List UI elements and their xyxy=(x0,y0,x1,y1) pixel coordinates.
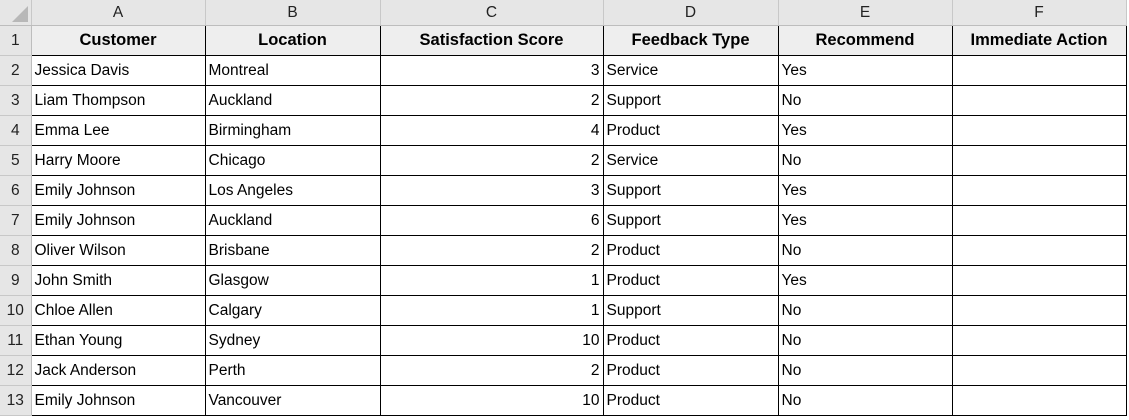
row-header[interactable]: 11 xyxy=(0,325,32,356)
row-header[interactable]: 4 xyxy=(0,115,32,146)
cell[interactable]: 2 xyxy=(379,355,604,386)
row-header[interactable]: 3 xyxy=(0,85,32,116)
cell[interactable]: John Smith xyxy=(30,265,206,296)
cell[interactable]: Chicago xyxy=(204,145,381,176)
cell[interactable]: Emily Johnson xyxy=(30,385,206,416)
select-all-button[interactable] xyxy=(0,0,32,26)
cell[interactable]: Montreal xyxy=(204,55,381,86)
cell[interactable]: 2 xyxy=(379,145,604,176)
cell[interactable]: Auckland xyxy=(204,85,381,116)
cell[interactable] xyxy=(951,205,1127,236)
column-header-E[interactable]: E xyxy=(778,0,953,26)
row-header[interactable]: 2 xyxy=(0,55,32,86)
cell[interactable]: Perth xyxy=(204,355,381,386)
cell[interactable]: 10 xyxy=(379,385,604,416)
cell[interactable]: Liam Thompson xyxy=(30,85,206,116)
cell[interactable]: Service xyxy=(602,145,779,176)
header-cell[interactable]: Recommend xyxy=(777,25,953,56)
cell[interactable]: 1 xyxy=(379,295,604,326)
cell[interactable]: Yes xyxy=(777,55,953,86)
cell[interactable]: Product xyxy=(602,265,779,296)
cell[interactable]: 2 xyxy=(379,235,604,266)
cell[interactable] xyxy=(951,265,1127,296)
cell[interactable] xyxy=(951,55,1127,86)
cell[interactable]: 2 xyxy=(379,85,604,116)
cell[interactable] xyxy=(951,115,1127,146)
column-header-D[interactable]: D xyxy=(603,0,779,26)
cell[interactable]: Jack Anderson xyxy=(30,355,206,386)
cell[interactable]: No xyxy=(777,145,953,176)
column-header-A[interactable]: A xyxy=(31,0,206,26)
cell[interactable]: 3 xyxy=(379,55,604,86)
cell[interactable]: No xyxy=(777,385,953,416)
cell[interactable]: 10 xyxy=(379,325,604,356)
row-header[interactable]: 5 xyxy=(0,145,32,176)
cell[interactable]: Ethan Young xyxy=(30,325,206,356)
cell[interactable]: Service xyxy=(602,55,779,86)
column-header-B[interactable]: B xyxy=(205,0,381,26)
row-header[interactable]: 6 xyxy=(0,175,32,206)
cell[interactable] xyxy=(951,85,1127,116)
cell[interactable]: Product xyxy=(602,385,779,416)
cell[interactable]: Yes xyxy=(777,175,953,206)
cell[interactable]: Product xyxy=(602,355,779,386)
cell[interactable]: Los Angeles xyxy=(204,175,381,206)
row-header[interactable]: 9 xyxy=(0,265,32,296)
cell[interactable]: Product xyxy=(602,115,779,146)
cell[interactable]: No xyxy=(777,235,953,266)
cell[interactable]: Product xyxy=(602,325,779,356)
cell[interactable]: Glasgow xyxy=(204,265,381,296)
cell[interactable] xyxy=(951,355,1127,386)
cell[interactable]: Support xyxy=(602,295,779,326)
cell[interactable]: Birmingham xyxy=(204,115,381,146)
cell[interactable]: Harry Moore xyxy=(30,145,206,176)
header-cell[interactable]: Satisfaction Score xyxy=(379,25,604,56)
cell[interactable]: Emma Lee xyxy=(30,115,206,146)
cell[interactable]: Calgary xyxy=(204,295,381,326)
cell[interactable]: Support xyxy=(602,175,779,206)
cell[interactable]: Vancouver xyxy=(204,385,381,416)
cell[interactable]: No xyxy=(777,325,953,356)
cell[interactable]: Product xyxy=(602,235,779,266)
header-cell[interactable]: Location xyxy=(204,25,381,56)
cell[interactable]: No xyxy=(777,355,953,386)
cell[interactable]: Yes xyxy=(777,265,953,296)
cell[interactable] xyxy=(951,325,1127,356)
cell[interactable]: Brisbane xyxy=(204,235,381,266)
cell[interactable] xyxy=(951,235,1127,266)
cell[interactable] xyxy=(951,145,1127,176)
cell[interactable]: 4 xyxy=(379,115,604,146)
cell[interactable] xyxy=(951,385,1127,416)
cell[interactable]: Yes xyxy=(777,205,953,236)
cell[interactable]: Support xyxy=(602,205,779,236)
cell[interactable]: No xyxy=(777,295,953,326)
cell[interactable]: Chloe Allen xyxy=(30,295,206,326)
row-header[interactable]: 12 xyxy=(0,355,32,386)
cell[interactable]: Support xyxy=(602,85,779,116)
column-header-C[interactable]: C xyxy=(380,0,604,26)
cell[interactable] xyxy=(951,175,1127,206)
row-header[interactable]: 13 xyxy=(0,385,32,416)
cell[interactable]: Emily Johnson xyxy=(30,205,206,236)
cell[interactable] xyxy=(951,295,1127,326)
cell[interactable]: Yes xyxy=(777,115,953,146)
cell[interactable]: 1 xyxy=(379,265,604,296)
cell[interactable]: Emily Johnson xyxy=(30,175,206,206)
cell[interactable]: Sydney xyxy=(204,325,381,356)
column-header-F[interactable]: F xyxy=(952,0,1127,26)
row-header[interactable]: 10 xyxy=(0,295,32,326)
cell[interactable]: Oliver Wilson xyxy=(30,235,206,266)
row-header[interactable]: 1 xyxy=(0,25,32,56)
header-cell[interactable]: Feedback Type xyxy=(602,25,779,56)
cell[interactable]: 3 xyxy=(379,175,604,206)
cell[interactable]: Auckland xyxy=(204,205,381,236)
header-cell[interactable]: Customer xyxy=(30,25,206,56)
cell[interactable]: 6 xyxy=(379,205,604,236)
row-header[interactable]: 7 xyxy=(0,205,32,236)
cell[interactable]: Jessica Davis xyxy=(30,55,206,86)
cell[interactable]: No xyxy=(777,85,953,116)
row-header[interactable]: 8 xyxy=(0,235,32,266)
header-cell[interactable]: Immediate Action xyxy=(951,25,1127,56)
